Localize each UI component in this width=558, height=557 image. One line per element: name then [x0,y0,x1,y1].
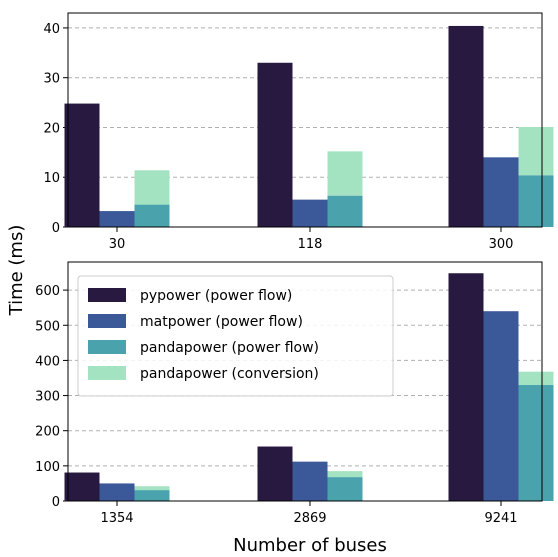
legend-label: matpower (power flow) [140,314,303,330]
bar-pypower-1354 [64,472,100,501]
bar-pandapower-conversion-118 [327,151,363,196]
bar-matpower-1354 [99,483,135,501]
bar-pandapower-pf-9241 [518,385,554,501]
y-tick-label: 20 [43,121,60,136]
axes-frame [67,261,543,502]
y-tick-label: 300 [35,390,60,405]
y-tick-label: 600 [35,284,60,299]
y-axis-label: Time (ms) [6,225,27,317]
bar-matpower-9241 [483,311,519,501]
x-tick-label: 9241 [484,511,517,526]
x-axis-label: Number of buses [233,535,387,556]
x-tick-label: 300 [489,237,514,252]
y-tick-label: 40 [43,22,60,37]
y-tick-label: 200 [35,425,60,440]
y-tick-label: 10 [43,171,60,186]
bar-matpower-30 [99,211,135,227]
bar-pandapower-conversion-300 [518,126,554,176]
y-tick-label: 0 [52,221,60,236]
bar-pypower-300 [448,25,484,228]
bar-matpower-118 [292,199,328,227]
legend-label: pypower (power flow) [140,288,292,304]
legend-label: pandapower (power flow) [140,340,319,356]
legend-swatch [88,366,126,380]
bar-pandapower-conversion-30 [134,170,170,205]
legend: pypower (power flow) matpower (power flow… [77,275,394,397]
y-tick-label: 100 [35,460,60,475]
legend-swatch [88,340,126,354]
x-tick-label: 30 [109,237,126,252]
bar-matpower-300 [483,157,519,227]
y-tick-label: 0 [52,495,60,510]
y-tick-label: 400 [35,354,60,369]
x-tick-label: 118 [298,237,323,252]
bar-matpower-2869 [292,461,328,501]
bottom-panel: 0 100 200 300 400 500 600 1354 2869 9241 [35,261,554,526]
bar-pypower-2869 [257,446,293,501]
bar-pandapower-pf-118 [327,195,363,227]
legend-swatch [88,288,126,302]
legend-label: pandapower (conversion) [140,366,319,382]
bar-pandapower-pf-1354 [134,490,170,501]
x-tick-label: 1354 [100,511,133,526]
bar-pypower-30 [64,103,100,227]
bar-pandapower-pf-300 [518,175,554,227]
legend-box [77,275,394,397]
x-tick-label: 2869 [293,511,326,526]
bar-pandapower-conversion-9241 [518,371,554,386]
bar-pandapower-pf-30 [134,204,170,227]
legend-swatch [88,314,126,328]
y-tick-label: 30 [43,72,60,87]
bar-pandapower-pf-2869 [327,477,363,501]
bar-pypower-9241 [448,273,484,501]
bar-pandapower-conversion-2869 [327,471,363,478]
axes-frame [67,12,543,228]
y-tick-label: 500 [35,319,60,334]
bar-pandapower-conversion-1354 [134,486,170,491]
bar-pypower-118 [257,62,293,227]
top-panel: 0 10 20 30 40 30 118 300 [43,12,554,252]
